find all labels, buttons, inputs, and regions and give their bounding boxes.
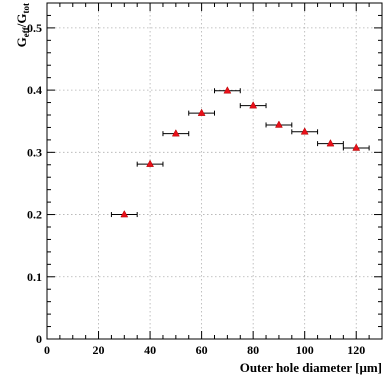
y-axis-title: Geff/Gtot <box>14 3 31 47</box>
y-tick-label: 0.4 <box>27 83 42 97</box>
data-point <box>223 86 232 94</box>
x-tick-label: 100 <box>296 343 314 357</box>
x-axis-title: Outer hole diameter [μm] <box>240 360 382 375</box>
plot-frame <box>46 2 383 340</box>
grid <box>47 3 382 339</box>
x-tick-label: 60 <box>196 343 208 357</box>
data-point <box>120 210 129 218</box>
x-tick-label: 80 <box>247 343 259 357</box>
x-tick-label: 120 <box>347 343 365 357</box>
y-tick-label: 0.3 <box>27 145 42 159</box>
x-tick-label: 40 <box>144 343 156 357</box>
data-point <box>197 108 206 116</box>
x-tick-label: 0 <box>44 343 50 357</box>
y-tick-label: 0.1 <box>27 270 42 284</box>
y-tick-label: 0.2 <box>27 208 42 222</box>
data-point <box>171 129 180 137</box>
data-point <box>275 120 283 128</box>
axis-ticks <box>46 2 383 340</box>
data-point <box>146 159 154 167</box>
data-series <box>110 86 370 218</box>
y-tick-labels: 0 0.1 0.2 0.3 0.4 0.5 <box>27 21 42 346</box>
y-tick-label: 0 <box>36 332 42 346</box>
data-point <box>300 127 309 135</box>
x-tick-labels: 0 20 40 60 80 100 120 <box>44 343 365 357</box>
y-tick-label: 0.5 <box>27 21 42 35</box>
data-point <box>352 143 361 151</box>
x-tick-label: 20 <box>93 343 105 357</box>
data-point <box>326 139 335 147</box>
data-point <box>249 101 258 109</box>
